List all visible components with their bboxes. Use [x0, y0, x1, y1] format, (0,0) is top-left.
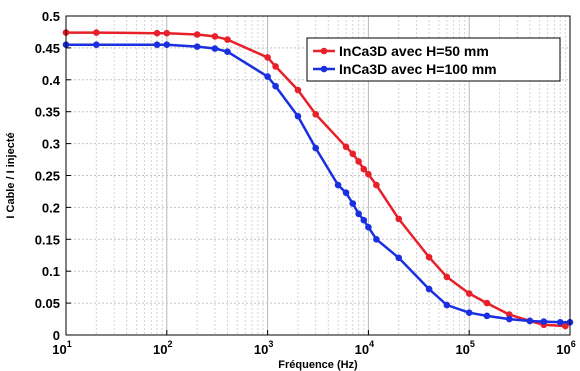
data-point: [395, 254, 403, 262]
data-point: [153, 41, 161, 49]
data-point: [93, 41, 100, 49]
data-point: [294, 112, 302, 120]
y-tick-label: 0.15: [35, 232, 60, 247]
data-point: [360, 165, 368, 173]
y-tick-label: 0.3: [42, 137, 60, 152]
y-tick-label: 0.05: [35, 296, 60, 311]
y-tick-label: 0.2: [42, 200, 60, 215]
data-point: [526, 317, 534, 325]
x-axis-label: Fréquence (Hz): [278, 359, 358, 371]
data-point: [342, 189, 350, 197]
data-point: [163, 29, 171, 37]
data-point: [211, 45, 219, 52]
data-point: [443, 301, 451, 309]
x-tick-label: 105: [455, 339, 474, 357]
data-point: [93, 29, 100, 36]
data-point: [556, 318, 564, 326]
data-point: [312, 110, 319, 118]
y-axis-label: I Cable / I injecté: [5, 132, 17, 218]
data-point: [264, 73, 271, 80]
data-point: [465, 309, 473, 316]
series-layer: [62, 29, 574, 330]
data-point: [193, 43, 201, 50]
y-tick-label: 0.1: [42, 264, 60, 279]
y-tick-label: 0.25: [35, 169, 60, 184]
y-tick-label: 0.45: [35, 41, 60, 56]
y-tick-label: 0.5: [42, 9, 60, 24]
data-point: [272, 82, 279, 90]
data-point: [163, 41, 171, 49]
legend-box: [306, 37, 561, 82]
legend-swatch-marker: [320, 47, 328, 55]
data-point: [506, 315, 513, 323]
data-point: [294, 86, 302, 94]
data-point: [224, 48, 231, 56]
data-point: [342, 143, 350, 151]
ticks: 0 0.05 0.1 0.15 0.2 0.25 0.3 0.35 0.4 0.45 0.5 101 1…: [35, 9, 576, 357]
x-tick-label: 104: [355, 339, 374, 357]
data-point: [349, 200, 357, 207]
data-point: [365, 170, 372, 178]
data-point: [211, 33, 219, 40]
legend-label: InCa3D avec H=50 mm: [339, 43, 489, 59]
legend: InCa3D avec H=50 mm InCa3D avec H=100 mm: [306, 37, 561, 82]
data-point: [355, 158, 362, 165]
y-tick-label: 0: [53, 328, 60, 343]
data-point: [425, 285, 433, 293]
x-tick-label: 103: [254, 339, 273, 357]
data-point: [365, 223, 372, 231]
data-point: [483, 299, 491, 307]
y-tick-label: 0.35: [35, 105, 60, 120]
data-point: [443, 273, 451, 281]
data-point: [272, 63, 279, 70]
data-point: [395, 215, 403, 223]
data-point: [193, 31, 201, 38]
data-point: [334, 181, 342, 189]
data-point: [153, 29, 161, 37]
data-point: [562, 322, 569, 330]
data-point: [312, 144, 319, 152]
data-point: [483, 312, 491, 320]
legend-swatch-marker: [320, 65, 328, 73]
series-line: [66, 43, 570, 324]
data-point: [264, 54, 271, 61]
data-point: [540, 318, 548, 325]
data-point: [349, 150, 357, 158]
data-point: [373, 181, 380, 189]
x-tick-label: 106: [556, 339, 575, 357]
series-2: [62, 41, 574, 326]
x-tick-label: 102: [153, 339, 172, 357]
legend-label: InCa3D avec H=100 mm: [339, 61, 497, 77]
data-point: [425, 253, 433, 261]
data-point: [224, 36, 231, 43]
y-tick-label: 0.4: [42, 73, 61, 88]
data-point: [373, 236, 380, 243]
data-point: [360, 216, 368, 224]
data-point: [355, 210, 362, 218]
x-tick-label: 101: [52, 339, 71, 357]
data-point: [465, 290, 473, 297]
